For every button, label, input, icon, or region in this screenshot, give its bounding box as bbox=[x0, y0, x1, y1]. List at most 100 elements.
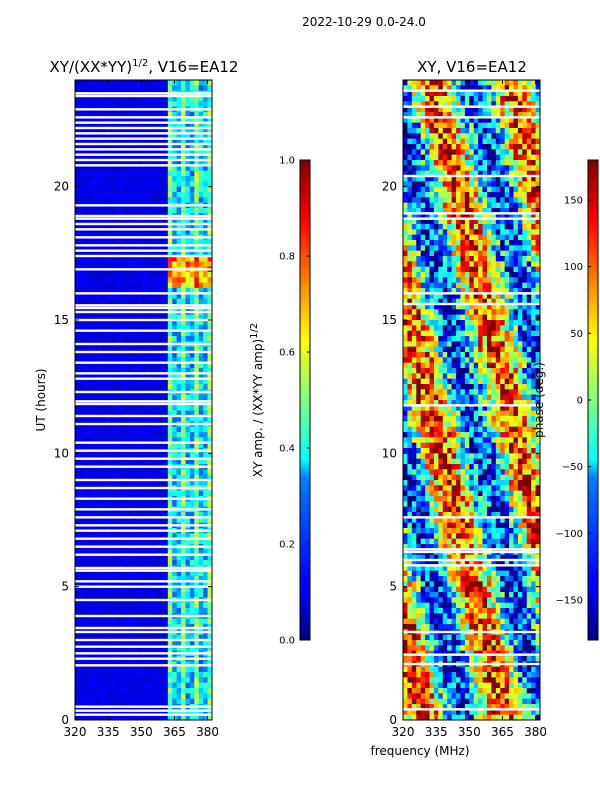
heatmap-cell bbox=[509, 213, 514, 220]
heatmap-cell bbox=[154, 288, 160, 294]
missing-data-gap bbox=[75, 713, 212, 716]
heatmap-cell bbox=[158, 176, 164, 182]
heatmap-cell bbox=[123, 154, 129, 161]
heatmap-cell bbox=[176, 634, 182, 641]
heatmap-cell bbox=[75, 608, 80, 614]
heatmap-cell bbox=[132, 432, 138, 438]
heatmap-cell bbox=[141, 112, 147, 118]
heatmap-cell bbox=[456, 149, 461, 156]
heatmap-cell bbox=[88, 490, 94, 497]
heatmap-cell bbox=[181, 85, 186, 92]
heatmap-cell bbox=[79, 373, 85, 380]
heatmap-cell bbox=[447, 186, 453, 193]
heatmap-cell bbox=[92, 437, 98, 444]
heatmap-cell bbox=[495, 160, 501, 166]
heatmap-cell bbox=[132, 229, 138, 236]
heatmap-cell bbox=[526, 154, 532, 161]
heatmap-cell bbox=[154, 362, 160, 369]
heatmap-cell bbox=[189, 560, 195, 566]
heatmap-cell bbox=[105, 453, 111, 460]
heatmap-cell bbox=[83, 480, 89, 486]
heatmap-cell bbox=[189, 298, 195, 305]
heatmap-cell bbox=[194, 325, 200, 332]
heatmap-cell bbox=[500, 197, 506, 204]
heatmap-cell bbox=[75, 373, 80, 380]
heatmap-cell bbox=[176, 490, 182, 497]
heatmap-cell bbox=[185, 362, 191, 369]
heatmap-cell bbox=[79, 517, 85, 524]
heatmap-cell bbox=[500, 112, 506, 118]
heatmap-cell bbox=[189, 709, 195, 716]
heatmap-cell bbox=[509, 128, 514, 134]
heatmap-cell bbox=[198, 80, 204, 86]
heatmap-cell bbox=[207, 714, 213, 721]
heatmap-cell bbox=[97, 218, 102, 225]
heatmap-cell bbox=[97, 357, 102, 364]
heatmap-cell bbox=[132, 592, 138, 598]
heatmap-cell bbox=[119, 288, 125, 294]
heatmap-cell bbox=[92, 261, 98, 268]
heatmap-cell bbox=[123, 538, 129, 545]
heatmap-cell bbox=[145, 666, 151, 673]
missing-data-gap bbox=[75, 310, 212, 314]
heatmap-cell bbox=[79, 336, 85, 342]
heatmap-cell bbox=[75, 581, 80, 588]
heatmap-cell bbox=[136, 634, 142, 641]
heatmap-cell bbox=[207, 549, 213, 556]
heatmap-cell bbox=[203, 581, 208, 588]
heatmap-cell bbox=[464, 85, 470, 92]
heatmap-cell bbox=[145, 570, 151, 577]
heatmap-cell bbox=[119, 128, 125, 134]
heatmap-cell bbox=[110, 325, 116, 332]
heatmap-cell bbox=[136, 677, 142, 684]
heatmap-cell bbox=[185, 410, 191, 417]
heatmap-cell bbox=[141, 416, 147, 422]
heatmap-cell bbox=[119, 458, 125, 465]
heatmap-cell bbox=[433, 96, 439, 102]
heatmap-cell bbox=[154, 394, 160, 401]
heatmap-cell bbox=[181, 181, 186, 188]
heatmap-cell bbox=[478, 266, 483, 273]
heatmap-cell bbox=[150, 688, 155, 694]
heatmap-cell bbox=[513, 160, 519, 166]
heatmap-cell bbox=[517, 112, 523, 118]
heatmap-cell bbox=[447, 96, 453, 102]
heatmap-cell bbox=[83, 682, 89, 689]
heatmap-cell bbox=[150, 426, 155, 433]
heatmap-cell bbox=[167, 549, 173, 556]
heatmap-cell bbox=[420, 224, 426, 230]
heatmap-cell bbox=[185, 442, 191, 449]
heatmap-cell bbox=[429, 240, 435, 246]
heatmap-cell bbox=[526, 122, 532, 129]
heatmap-cell bbox=[114, 101, 120, 108]
heatmap-cell bbox=[105, 378, 111, 385]
heatmap-cell bbox=[464, 256, 470, 262]
heatmap-cell bbox=[79, 426, 85, 433]
heatmap-cell bbox=[176, 85, 182, 92]
heatmap-cell bbox=[207, 122, 213, 129]
heatmap-cell bbox=[150, 240, 155, 246]
heatmap-cell bbox=[185, 277, 191, 284]
heatmap-cell bbox=[438, 261, 444, 268]
heatmap-cell bbox=[119, 330, 125, 337]
heatmap-cell bbox=[136, 714, 142, 721]
heatmap-cell bbox=[469, 106, 475, 113]
heatmap-cell bbox=[167, 677, 173, 684]
heatmap-cell bbox=[158, 634, 164, 641]
heatmap-cell bbox=[189, 480, 195, 486]
heatmap-cell bbox=[198, 512, 204, 518]
heatmap-cell bbox=[75, 533, 80, 540]
heatmap-cell bbox=[403, 106, 408, 113]
heatmap-cell bbox=[185, 357, 191, 364]
heatmap-cell bbox=[163, 368, 169, 374]
heatmap-cell bbox=[509, 202, 514, 209]
heatmap-cell bbox=[469, 149, 475, 156]
heatmap-cell bbox=[203, 352, 208, 358]
heatmap-cell bbox=[83, 640, 89, 646]
heatmap-cell bbox=[110, 469, 116, 476]
heatmap-cell bbox=[181, 314, 186, 321]
heatmap-cell bbox=[411, 224, 417, 230]
heatmap-cell bbox=[83, 458, 89, 465]
heatmap-cell bbox=[167, 645, 173, 652]
heatmap-cell bbox=[207, 581, 213, 588]
